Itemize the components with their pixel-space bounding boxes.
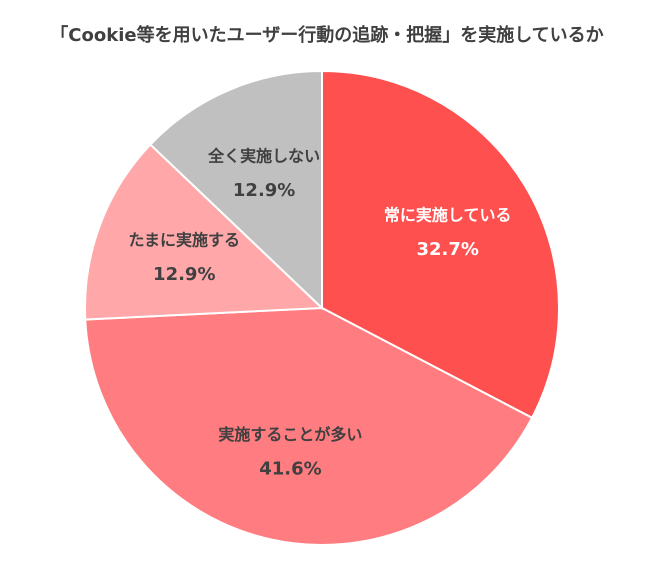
pie-slice [84,143,325,321]
pie-slice [321,69,560,420]
slice-label: たまに実施する [129,230,241,249]
slice-label: 実施することが多い [218,425,362,444]
value-label: 32.7% [416,239,478,260]
chart-title: 「Cookie等を用いたユーザー行動の追跡・把握」を実施しているか [50,24,603,46]
slice-label: 常に実施している [384,205,512,224]
value-label: 12.9% [153,264,215,285]
pie-slice [84,306,534,546]
value-label: 12.9% [233,180,295,201]
value-label: 41.6% [259,459,321,480]
slice-label: 全く実施しない [207,146,320,165]
pie-slice [148,69,323,311]
